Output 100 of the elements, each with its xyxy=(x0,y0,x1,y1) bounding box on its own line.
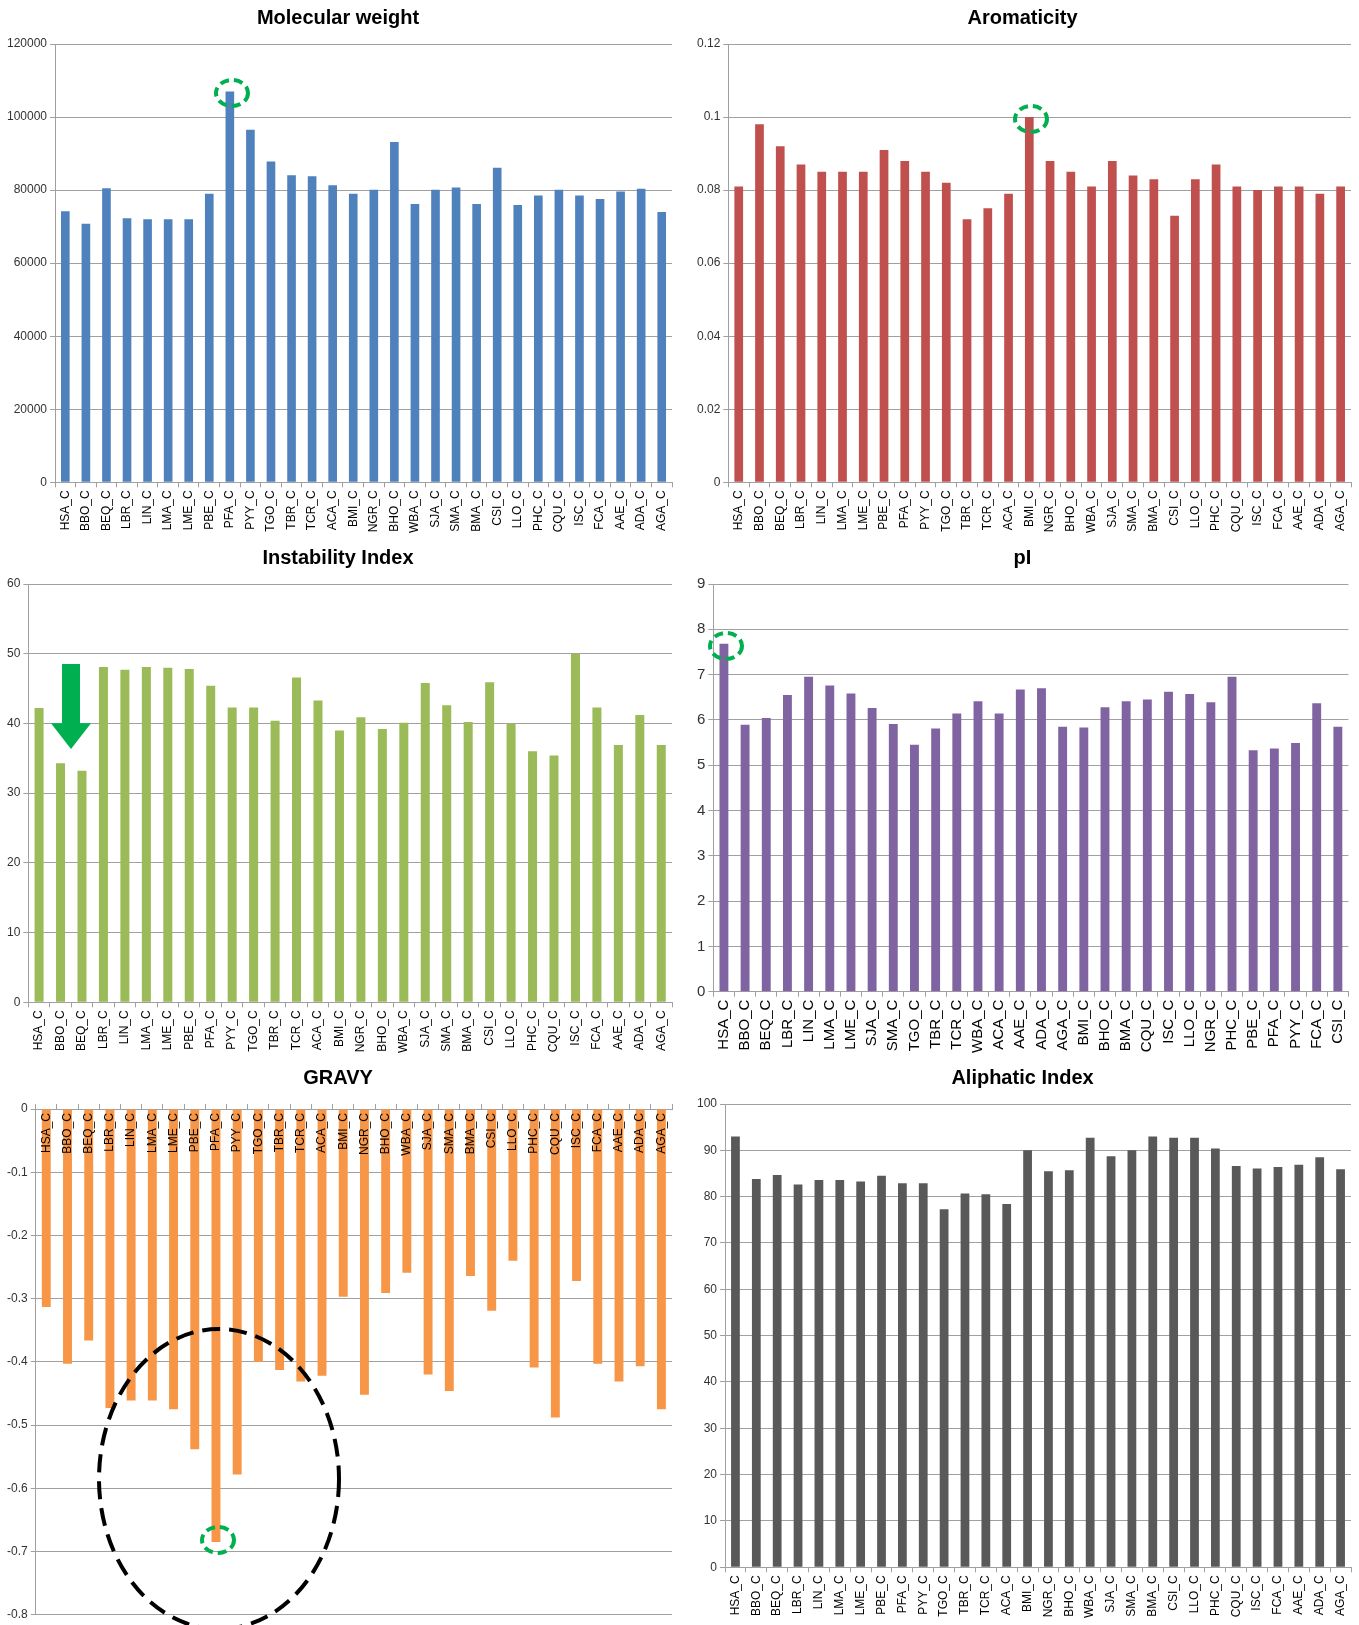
bar xyxy=(1253,190,1262,482)
bar xyxy=(34,708,44,1002)
x-tick-label: BMA_C xyxy=(460,1009,475,1052)
bar xyxy=(270,720,280,1002)
y-tick-label: 60 xyxy=(703,1281,718,1296)
bar xyxy=(348,193,358,482)
bar xyxy=(56,763,66,1002)
x-tick-label: NGR_C xyxy=(1042,490,1057,533)
bar xyxy=(307,176,317,482)
bar xyxy=(772,1174,782,1567)
x-tick-label: WBA_C xyxy=(407,490,422,534)
bar xyxy=(1248,750,1258,992)
bar xyxy=(856,1181,866,1567)
x-tick-label: WBA_C xyxy=(399,1112,414,1156)
bar xyxy=(492,167,502,482)
bar xyxy=(184,219,194,482)
x-tick-label: BHO_C xyxy=(377,1112,392,1155)
bar xyxy=(888,723,898,992)
chart-title: pI xyxy=(1013,545,1032,568)
bar xyxy=(1058,726,1068,992)
bar xyxy=(1148,1136,1158,1567)
bar xyxy=(225,91,235,482)
bar xyxy=(817,171,827,482)
bar xyxy=(981,1194,991,1567)
x-tick-label: AAE_C xyxy=(612,490,627,530)
x-tick-label: CQU_C xyxy=(546,1010,561,1053)
bar xyxy=(102,188,111,482)
bar xyxy=(973,701,983,992)
bar xyxy=(1252,1168,1262,1567)
y-tick-label: 40 xyxy=(6,715,21,730)
y-tick-label: 4 xyxy=(697,800,706,818)
x-tick-label: FCA_C xyxy=(1306,999,1324,1049)
x-tick-label: LIN_C xyxy=(117,1009,132,1045)
bar xyxy=(1169,1137,1179,1567)
bar xyxy=(1333,726,1343,992)
x-tick-label: TCR_C xyxy=(304,490,319,531)
x-tick-label: BBO_C xyxy=(59,1112,74,1154)
x-tick-label: ADA_C xyxy=(632,1009,647,1051)
x-tick-label: BBO_C xyxy=(751,490,766,532)
x-tick-label: LBR_C xyxy=(102,1112,117,1152)
bar xyxy=(793,1184,803,1567)
bar xyxy=(1190,1137,1199,1567)
y-tick-label: 0.02 xyxy=(697,401,721,416)
bar xyxy=(390,141,399,482)
bar xyxy=(249,707,259,1002)
x-tick-label: TGO_C xyxy=(938,490,953,532)
x-tick-label: BEQ_C xyxy=(98,490,113,532)
y-tick-label: 7 xyxy=(697,664,706,682)
x-tick-label: SJA_C xyxy=(427,490,442,528)
y-tick-label: 80 xyxy=(703,1188,718,1203)
bar xyxy=(1273,1167,1283,1567)
y-tick-label: 0.08 xyxy=(697,182,721,197)
y-tick-label: 30 xyxy=(703,1420,718,1435)
y-tick-label: 80000 xyxy=(13,182,48,197)
bar xyxy=(1079,727,1089,992)
y-tick-label: 50 xyxy=(6,646,21,661)
x-tick-label: NGR_C xyxy=(1200,999,1218,1053)
bar xyxy=(328,185,337,482)
x-tick-label: ADA_C xyxy=(1312,489,1327,531)
bar xyxy=(292,677,302,1002)
x-tick-label: LBR_C xyxy=(793,490,808,530)
y-tick-label: 0 xyxy=(697,981,706,999)
bar xyxy=(1142,699,1152,992)
y-tick-label: 6 xyxy=(697,710,706,728)
bar xyxy=(141,666,151,1002)
x-tick-label: TBR_C xyxy=(271,1112,286,1153)
x-tick-label: BMI_C xyxy=(335,1112,350,1150)
x-tick-label: BHO_C xyxy=(1061,1574,1076,1617)
y-tick-label: 40000 xyxy=(13,328,48,343)
x-tick-label: WBA_C xyxy=(1083,490,1098,534)
x-tick-label: BMA_C xyxy=(462,1112,477,1155)
bar xyxy=(1336,186,1345,482)
x-tick-label: ACA_C xyxy=(324,489,339,531)
x-tick-label: BEQ_C xyxy=(772,490,787,532)
bar xyxy=(846,693,856,992)
bar xyxy=(1227,676,1237,992)
x-tick-label: NGR_C xyxy=(366,490,381,533)
bar xyxy=(656,745,666,1002)
bar xyxy=(246,129,255,482)
x-tick-label: BHO_C xyxy=(1063,489,1078,532)
x-tick-label: BMI_C xyxy=(345,490,360,528)
y-tick-label: -0.6 xyxy=(6,1480,28,1495)
bar xyxy=(143,219,152,482)
x-tick-label: ISC_C xyxy=(567,1009,582,1046)
bar xyxy=(657,212,667,482)
x-tick-label: BMI_C xyxy=(1021,490,1036,528)
x-tick-label: LIN_C xyxy=(811,1574,826,1610)
bar xyxy=(592,707,602,1002)
x-tick-label: PYY_C xyxy=(1285,999,1303,1049)
x-tick-label: SJA_C xyxy=(862,999,880,1047)
x-tick-label: AGA_C xyxy=(1332,1575,1347,1617)
x-tick-label: ACA_C xyxy=(314,1112,329,1154)
x-tick-label: LMA_C xyxy=(819,999,837,1050)
bar xyxy=(1121,701,1131,992)
x-tick-label: PHC_C xyxy=(526,1112,541,1154)
bar xyxy=(825,685,835,992)
bar xyxy=(463,722,473,1002)
bar xyxy=(1087,186,1096,482)
x-tick-label: LMA_C xyxy=(834,489,849,531)
bar xyxy=(1164,691,1173,992)
